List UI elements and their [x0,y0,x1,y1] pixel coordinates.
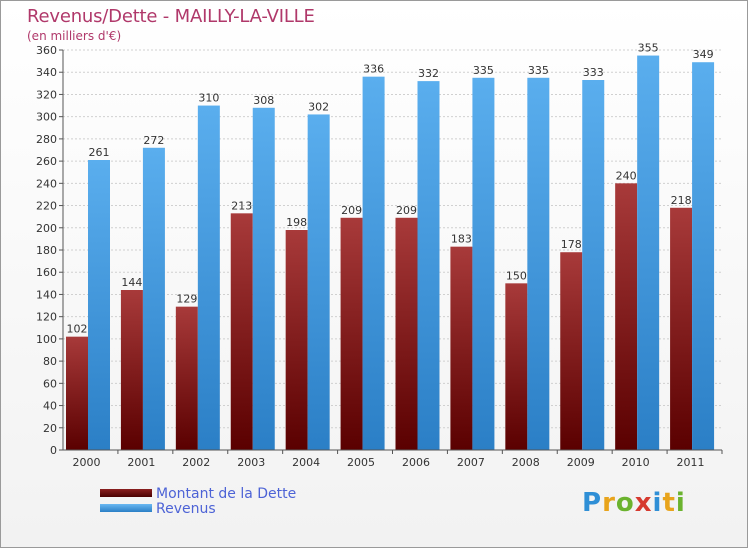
x-tick-label: 2006 [402,456,430,469]
y-tick-label: 260 [36,155,57,168]
bar-debt [120,290,143,450]
y-tick-label: 80 [43,355,57,368]
bar-debt [615,183,638,451]
data-label-debt: 178 [561,238,582,251]
y-tick-label: 140 [36,288,57,301]
x-tick-label: 2011 [677,456,705,469]
data-label-debt: 102 [67,323,88,336]
bar-debt [285,230,308,450]
data-label-debt: 198 [286,216,307,229]
bar-debt [230,213,253,450]
logo-letter: i [652,488,663,518]
y-tick-label: 220 [36,200,57,213]
x-tick-label: 2004 [292,456,320,469]
bar-revenue [252,107,275,451]
data-label-debt: 129 [176,293,197,306]
logo-letter: t [662,488,676,518]
data-label-revenue: 310 [198,92,219,105]
data-label-revenue: 349 [693,48,714,61]
bar-debt [395,217,418,450]
y-tick-label: 240 [36,177,57,190]
bar-revenue [362,76,385,451]
logo-letter: x [634,488,653,518]
x-tick-label: 2005 [347,456,375,469]
data-label-debt: 240 [616,169,637,182]
bar-revenue [88,160,110,450]
data-label-debt: 209 [341,204,362,217]
bar-debt [450,246,473,450]
bar-debt [560,252,583,450]
bar-revenue [637,55,660,451]
y-tick-label: 180 [36,244,57,257]
y-tick-label: 160 [36,266,57,279]
proxiti-logo: Proxiti [582,488,686,518]
y-tick-label: 20 [43,422,57,435]
bar-revenue [142,147,165,450]
bar-debt [670,207,693,450]
data-label-debt: 218 [671,194,692,207]
y-tick-label: 60 [43,377,57,390]
bar-debt [175,306,198,450]
logo-letter: i [675,488,686,518]
data-label-debt: 183 [451,233,472,246]
x-tick-label: 2001 [127,456,155,469]
y-tick-label: 200 [36,222,57,235]
data-label-debt: 209 [396,204,417,217]
y-tick-label: 280 [36,133,57,146]
chart-subtitle: (en milliers d'€) [27,29,122,43]
bar-debt [66,336,88,450]
y-tick-label: 40 [43,400,57,413]
bar-revenue [692,62,715,450]
legend-swatch-debt [100,489,152,497]
x-tick-label: 2000 [72,456,100,469]
legend-label-revenue: Revenus [156,501,216,517]
data-label-revenue: 332 [418,67,439,80]
bar-revenue [417,81,440,450]
data-label-revenue: 272 [143,134,164,147]
bar-revenue [307,114,330,450]
y-tick-label: 360 [36,44,57,57]
bar-debt [340,217,363,450]
y-tick-label: 100 [36,333,57,346]
data-label-revenue: 308 [253,94,274,107]
x-tick-label: 2007 [457,456,485,469]
x-tick-label: 2010 [622,456,650,469]
y-tick-label: 120 [36,311,57,324]
logo-letter: P [582,488,603,518]
bar-revenue [527,77,550,451]
data-label-debt: 150 [506,269,527,282]
legend-swatch-revenue [100,504,152,512]
logo-letter: r [602,488,616,518]
data-label-revenue: 333 [583,66,604,79]
data-label-debt: 144 [121,276,142,289]
x-tick-label: 2003 [237,456,265,469]
x-tick-label: 2009 [567,456,595,469]
data-label-revenue: 336 [363,63,384,76]
x-tick-label: 2002 [182,456,210,469]
x-tick-label: 2008 [512,456,540,469]
data-label-revenue: 302 [308,100,329,113]
y-tick-label: 340 [36,66,57,79]
y-tick-label: 0 [50,444,57,457]
data-label-revenue: 335 [473,64,494,77]
bar-debt [505,283,528,450]
bar-revenue [582,80,605,450]
data-label-debt: 213 [231,199,252,212]
chart-title: Revenus/Dette - MAILLY-LA-VILLE [27,6,315,27]
bar-revenue [472,77,495,451]
legend-label-debt: Montant de la Dette [156,486,297,502]
data-label-revenue: 355 [638,42,659,55]
logo-letter: o [615,488,635,518]
data-label-revenue: 261 [89,146,110,159]
y-tick-label: 320 [36,88,57,101]
data-label-revenue: 335 [528,64,549,77]
bar-revenue [197,105,220,451]
y-tick-label: 300 [36,111,57,124]
